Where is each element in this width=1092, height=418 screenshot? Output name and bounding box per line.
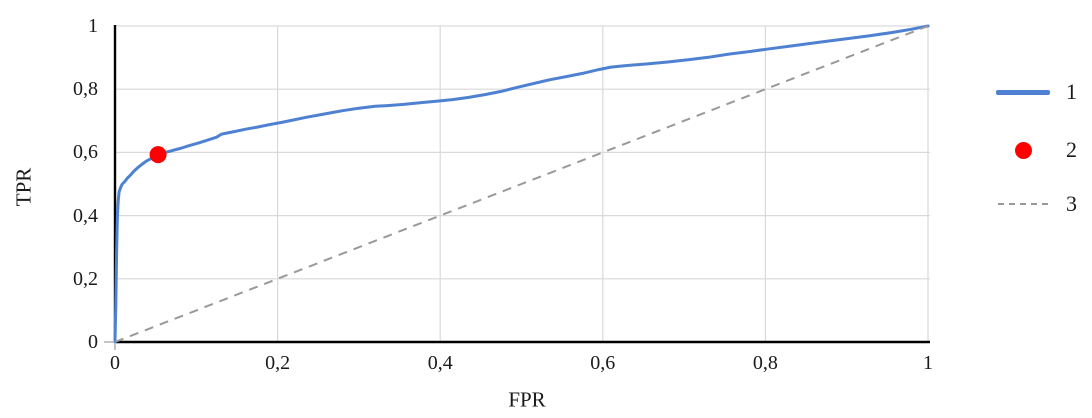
x-tick-label-0,4: 0,4	[427, 352, 453, 374]
x-axis-title: FPR	[508, 387, 546, 412]
y-tick-label-0,8: 0,8	[73, 78, 98, 101]
y-tick-label-0: 0	[88, 331, 98, 353]
x-tick-label-0: 0	[110, 352, 120, 374]
y-tick-label-0,4: 0,4	[73, 204, 98, 227]
y-tick-label-1: 1	[88, 15, 98, 37]
chance-diagonal-series-3	[114, 25, 929, 343]
x-tick-label-0,6: 0,6	[590, 352, 616, 374]
x-tick-label-0,2: 0,2	[265, 352, 291, 374]
roc-curve-series-1	[113, 24, 930, 344]
y-axis-title: TPR	[11, 167, 36, 207]
x-tick-label-1: 1	[923, 352, 933, 374]
y-tick-label-0,2: 0,2	[73, 267, 98, 290]
y-tick-label-0,6: 0,6	[73, 141, 98, 164]
x-tick-label-0,8: 0,8	[752, 352, 778, 374]
operating-point-series-2	[149, 146, 167, 164]
